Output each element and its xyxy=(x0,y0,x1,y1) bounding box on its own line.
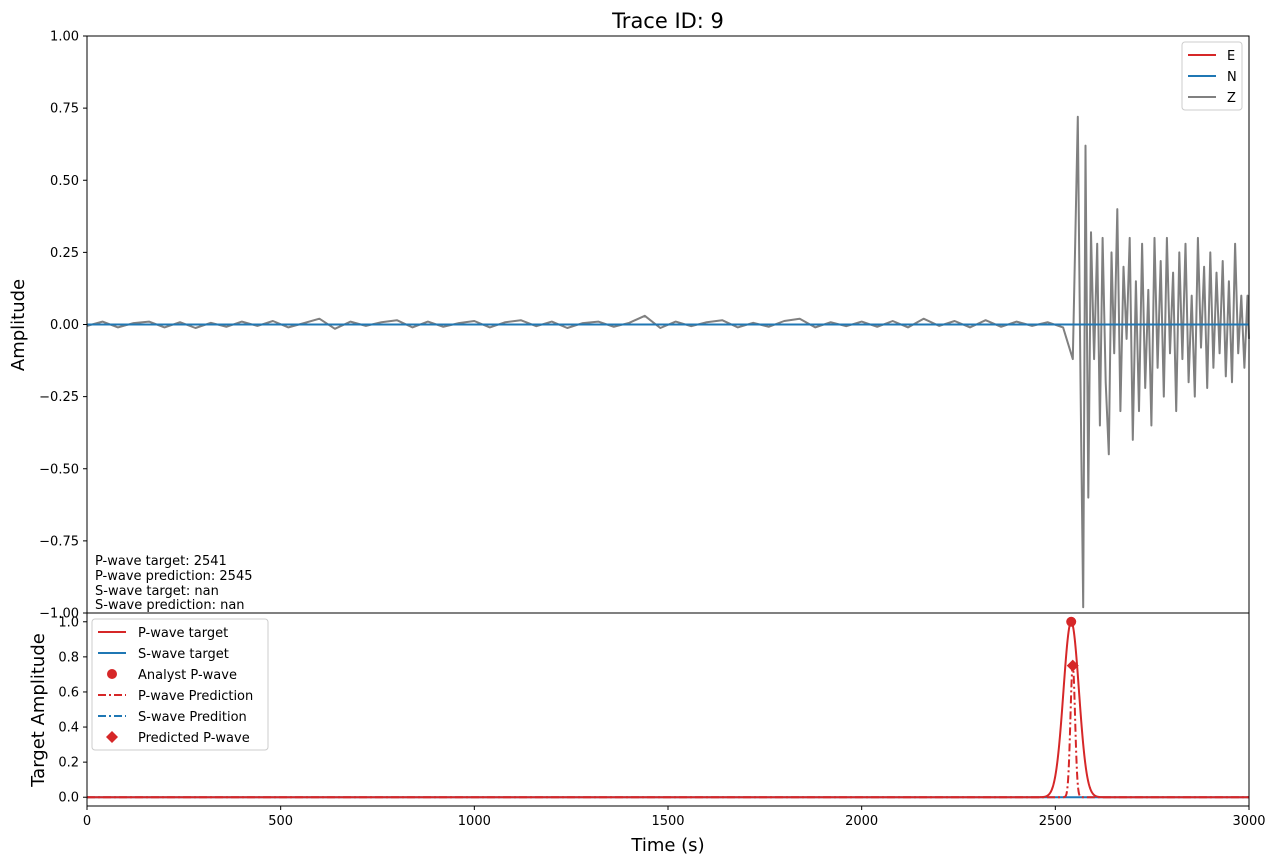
legend-label-z: Z xyxy=(1227,91,1236,106)
top-y-axis-label: Amplitude xyxy=(8,279,29,371)
bottom-y-axis-label: Target Amplitude xyxy=(28,633,49,788)
analyst-p-wave-marker xyxy=(1066,616,1077,627)
bottom-y-tick-label: 1.0 xyxy=(58,615,79,630)
annotation-s-target: S-wave target: nan xyxy=(95,584,219,599)
legend-label-predicted-p: Predicted P-wave xyxy=(138,731,250,746)
x-tick-label: 0 xyxy=(83,814,91,829)
bottom-plot-frame xyxy=(86,612,1250,807)
top-y-tick-label: −0.25 xyxy=(39,390,79,405)
bottom-y-tick-label: 0.4 xyxy=(58,721,79,736)
legend-label-n: N xyxy=(1227,70,1237,85)
top-y-tick-label: 0.75 xyxy=(50,102,79,117)
bottom-y-ticks: 0.0 0.2 0.4 0.6 0.8 1.0 xyxy=(58,615,87,806)
top-series-lines xyxy=(86,115,1250,609)
legend-label-e: E xyxy=(1227,49,1235,64)
chart-title: Trace ID: 9 xyxy=(611,9,724,33)
top-legend: E N Z xyxy=(1181,41,1243,111)
x-ticks: 0 500 1000 1500 2000 2500 3000 xyxy=(83,806,1266,829)
legend-label-s-target: S-wave target xyxy=(138,647,229,662)
x-tick-label: 1500 xyxy=(651,814,684,829)
pick-annotations: P-wave target: 2541 P-wave prediction: 2… xyxy=(95,554,253,613)
bottom-series-lines xyxy=(87,616,1249,799)
bottom-legend-frame xyxy=(91,618,269,751)
target-panel: Target Amplitude Time (s) 0.00.20.40.60.… xyxy=(28,612,1266,856)
x-tick-label: 3000 xyxy=(1232,814,1265,829)
x-tick-label: 1000 xyxy=(458,814,491,829)
top-y-tick-label: −0.50 xyxy=(39,462,79,477)
legend-swatch-predicted-p xyxy=(106,731,118,743)
annotation-s-prediction: S-wave prediction: nan xyxy=(95,598,245,613)
top-y-ticks: 1.00 0.75 0.50 0.25 0.00 −0.25 −0.50 −0.75 −1.00 xyxy=(39,30,87,622)
predicted-p-wave-marker xyxy=(1066,659,1079,672)
bottom-y-tick-label: 0.6 xyxy=(58,685,79,700)
series-p-prediction-line xyxy=(87,665,1249,799)
top-y-tick-label: 0.50 xyxy=(50,174,79,189)
x-axis-label: Time (s) xyxy=(630,835,704,856)
bottom-y-tick-label: 0.2 xyxy=(58,756,79,771)
top-y-tick-label: 1.00 xyxy=(50,30,79,45)
top-y-tick-label: −1.00 xyxy=(39,607,79,622)
top-y-tick-label: 0.25 xyxy=(50,246,79,261)
bottom-legend: P-wave target S-wave target Analyst P-wa… xyxy=(91,618,269,751)
top-y-tick-label: −0.75 xyxy=(39,534,79,549)
legend-swatch-analyst-p xyxy=(107,669,117,679)
legend-label-analyst-p: Analyst P-wave xyxy=(138,668,237,683)
x-tick-label: 500 xyxy=(268,814,293,829)
x-tick-label: 2500 xyxy=(1039,814,1072,829)
top-y-tick-label: 0.00 xyxy=(50,318,79,333)
annotation-p-target: P-wave target: 2541 xyxy=(95,554,227,569)
x-tick-label: 2000 xyxy=(845,814,878,829)
bottom-y-tick-label: 0.8 xyxy=(58,650,79,665)
legend-label-s-prediction: S-wave Predition xyxy=(138,710,247,725)
legend-label-p-target: P-wave target xyxy=(138,626,228,641)
bottom-y-tick-label: 0.0 xyxy=(58,791,79,806)
amplitude-panel: Trace ID: 9 Amplitude 1.00 0.75 0.50 0.25 0.… xyxy=(8,9,1250,622)
legend-label-p-prediction: P-wave Prediction xyxy=(138,689,253,704)
annotation-p-prediction: P-wave prediction: 2545 xyxy=(95,569,253,584)
series-z-line xyxy=(86,115,1250,609)
